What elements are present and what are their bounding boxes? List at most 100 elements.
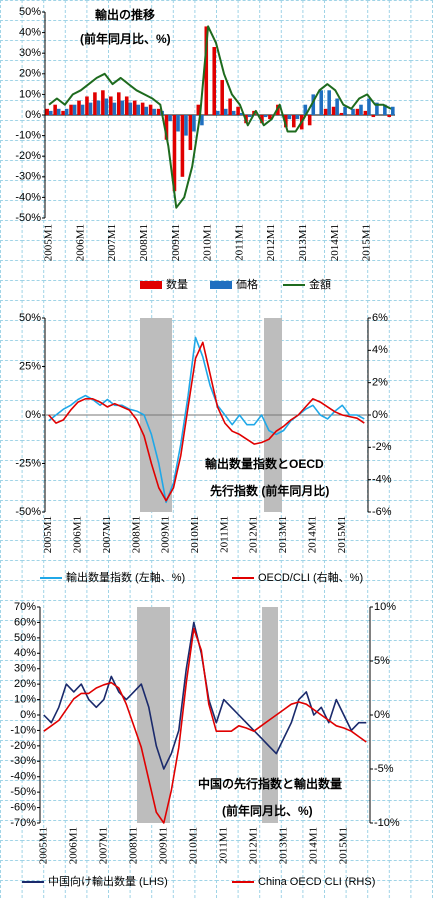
y-tick-label: -30% <box>10 755 36 767</box>
x-tick-label: 2009M1 <box>160 516 172 553</box>
bar <box>48 110 53 115</box>
legend-label: 輸出数量指数 (左軸、%) <box>66 570 185 584</box>
chart-subtitle: (前年同月比、%) <box>80 31 171 46</box>
bar <box>196 104 201 115</box>
x-tick-label: 2013M1 <box>297 224 309 261</box>
x-tick-label: 2005M1 <box>42 516 54 553</box>
y-tick-label: 50% <box>19 6 41 18</box>
x-tick-label: 2013M1 <box>277 516 289 553</box>
y-tick-label: 50% <box>14 632 36 644</box>
bar <box>156 108 161 115</box>
bar <box>128 102 133 115</box>
bar <box>80 104 85 115</box>
bar <box>120 100 125 115</box>
bar <box>152 108 156 115</box>
y2-tick-label: 0% <box>372 409 388 421</box>
y-tick-label: -60% <box>10 801 36 813</box>
y2-tick-label: 2% <box>372 377 388 389</box>
bar <box>327 90 331 115</box>
line-series <box>48 25 392 209</box>
chart-title: 輸出の推移 <box>95 7 155 22</box>
bar <box>268 115 272 120</box>
y-tick-label: -40% <box>15 191 41 203</box>
bar <box>307 115 312 126</box>
x-tick-label: 2006M1 <box>67 827 79 864</box>
line-series <box>43 627 367 824</box>
bar <box>375 102 379 115</box>
bar <box>247 115 252 118</box>
x-tick-label: 2015M1 <box>336 516 348 553</box>
bar <box>109 96 113 115</box>
bar <box>260 115 264 124</box>
bar <box>136 104 141 115</box>
x-tick-label: 2012M1 <box>265 224 277 261</box>
bar <box>116 92 121 115</box>
chart-title: 輸出数量指数とOECD <box>205 456 324 471</box>
bar <box>391 106 395 115</box>
bar <box>231 110 236 115</box>
bar <box>228 98 232 115</box>
x-tick-label: 2005M1 <box>37 827 49 864</box>
y-tick-label: -30% <box>15 171 41 183</box>
bar <box>176 115 180 132</box>
bar <box>351 108 355 115</box>
bar <box>45 108 49 115</box>
y-tick-label: -25% <box>15 457 41 469</box>
bar <box>323 108 328 115</box>
bar <box>172 115 177 192</box>
x-tick-label: 2008M1 <box>138 224 150 261</box>
y2-tick-label: 5% <box>374 655 390 667</box>
x-tick-label: 2007M1 <box>106 224 118 261</box>
y-tick-label: -50% <box>15 212 41 224</box>
y-tick-label: 40% <box>19 27 41 39</box>
bar <box>164 115 169 140</box>
x-tick-label: 2007M1 <box>101 516 113 553</box>
x-tick-label: 2012M1 <box>248 516 260 553</box>
chart-title: 中国の先行指数と輸出数量 <box>198 776 342 791</box>
legend-label: 中国向け輸出数量 (LHS) <box>48 874 168 888</box>
x-tick-label: 2013M1 <box>277 827 289 864</box>
legend-swatch <box>210 281 232 289</box>
x-tick-label: 2011M1 <box>233 224 245 261</box>
y-tick-label: -50% <box>15 506 41 518</box>
x-tick-label: 2011M1 <box>218 516 230 553</box>
x-tick-label: 2005M1 <box>43 224 55 261</box>
bar <box>101 90 105 115</box>
bar <box>303 104 308 115</box>
y-tick-label: 0% <box>20 709 36 721</box>
y-tick-label: -20% <box>15 150 41 162</box>
y-tick-label: -70% <box>10 817 36 829</box>
bar <box>140 102 145 115</box>
x-tick-label: 2009M1 <box>157 827 169 864</box>
bar <box>77 100 81 115</box>
shade <box>137 607 170 823</box>
legend-label: OECD/CLI (右軸、%) <box>258 570 363 584</box>
bar <box>291 115 296 128</box>
y-tick-label: -50% <box>10 786 36 798</box>
y2-tick-label: 4% <box>372 344 388 356</box>
line-series <box>48 336 365 504</box>
bar <box>295 115 300 120</box>
bar <box>180 115 185 177</box>
y-tick-label: 10% <box>19 88 41 100</box>
y-tick-label: 30% <box>14 663 36 675</box>
bar <box>363 110 368 115</box>
y-tick-label: 10% <box>14 693 36 705</box>
bar <box>287 115 292 120</box>
y2-tick-label: 0% <box>374 709 390 721</box>
x-tick-label: 2012M1 <box>247 827 259 864</box>
bar <box>331 106 336 115</box>
legend-label: 数量 <box>166 278 188 291</box>
bar <box>383 104 387 115</box>
y2-tick-label: -4% <box>372 474 392 486</box>
chart-subtitle: (前年同月比、%) <box>222 803 313 818</box>
bar <box>339 112 344 115</box>
x-tick-label: 2011M1 <box>217 827 229 864</box>
bar <box>223 108 228 115</box>
bar <box>200 115 204 126</box>
bar <box>371 115 376 118</box>
bar <box>236 106 240 115</box>
bar <box>263 115 268 118</box>
bar <box>104 98 109 115</box>
y-tick-label: 40% <box>14 647 36 659</box>
